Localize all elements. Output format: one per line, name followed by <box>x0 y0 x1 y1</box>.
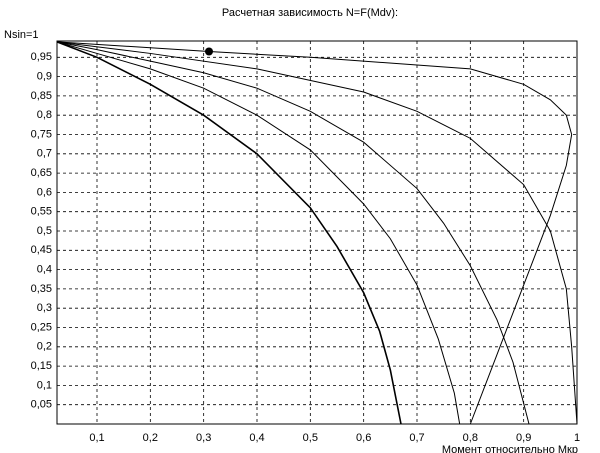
chart-title: Расчетная зависимость N=F(Mdv): <box>222 7 398 19</box>
y-tick-label: 0,45 <box>31 244 52 256</box>
y-tick-label: 0,55 <box>31 206 52 218</box>
x-tick-label: 0,1 <box>89 432 104 444</box>
y-tick-label: 0,75 <box>31 128 52 140</box>
y-tick-label: 0,35 <box>31 283 52 295</box>
y-tick-label: 0,15 <box>31 360 52 372</box>
x-tick-label: 0,8 <box>463 432 478 444</box>
y-tick-label: 0,9 <box>37 71 52 83</box>
y-tick-label: 0,3 <box>37 302 52 314</box>
x-tick-label: 0,6 <box>356 432 371 444</box>
x-tick-label: 0,9 <box>516 432 531 444</box>
y-tick-label: 0,05 <box>31 399 52 411</box>
plot-area <box>56 40 578 425</box>
y-tick-label: 0,95 <box>31 51 52 63</box>
y-tick-label: 0,8 <box>37 109 52 121</box>
x-tick-label: 0,4 <box>249 432 264 444</box>
y-tick-label: 0,25 <box>31 321 52 333</box>
x-axis-label: Момент относительно Мкр <box>442 444 578 453</box>
x-tick-label: 0,3 <box>196 432 211 444</box>
y-tick-label: 0,2 <box>37 341 52 353</box>
line-series <box>56 41 578 425</box>
x-tick-label: 0,5 <box>303 432 318 444</box>
y-tick-label: 0,4 <box>37 264 52 276</box>
x-tick-label: 0,2 <box>143 432 158 444</box>
y-tick-label: 0,65 <box>31 167 52 179</box>
line-series <box>56 41 530 425</box>
x-tick-label: 1 <box>574 432 580 444</box>
line-series <box>56 41 461 425</box>
y-tick-label: 0,7 <box>37 148 52 160</box>
y-tick-label: 0,6 <box>37 186 52 198</box>
y-tick-label: 0,85 <box>31 90 52 102</box>
y-tick-label: 0,5 <box>37 225 52 237</box>
marker-point <box>205 47 213 56</box>
y-tick-label: 0,1 <box>37 379 52 391</box>
line-series <box>56 41 402 425</box>
y-axis-label: Nsin=1 <box>4 29 39 41</box>
line-series <box>56 41 573 135</box>
line-series <box>469 134 573 425</box>
x-tick-label: 0,7 <box>409 432 424 444</box>
